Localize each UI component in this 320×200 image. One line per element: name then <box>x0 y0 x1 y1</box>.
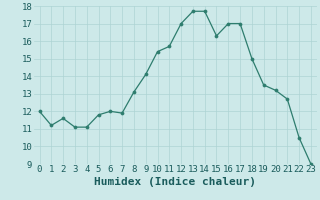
X-axis label: Humidex (Indice chaleur): Humidex (Indice chaleur) <box>94 177 256 187</box>
